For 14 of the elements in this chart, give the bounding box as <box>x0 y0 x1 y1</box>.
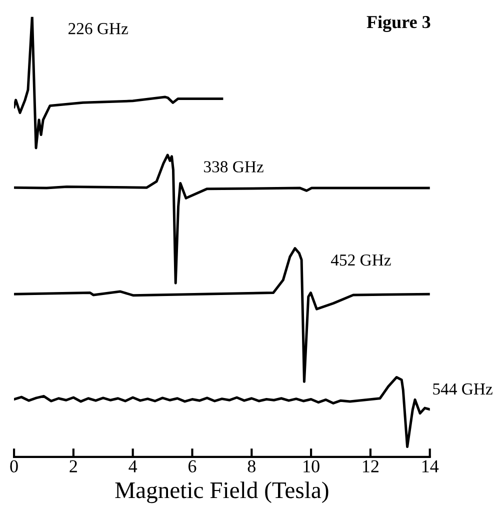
series-label: 338 GHz <box>204 161 264 172</box>
x-tick-label: 2 <box>70 460 77 472</box>
x-tick-label: 0 <box>10 460 18 472</box>
x-tick-label: 12 <box>363 460 378 472</box>
series-label: 452 GHz <box>330 254 391 266</box>
x-axis-title: Magnetic Field (Tesla) <box>115 482 328 504</box>
x-tick-label: 8 <box>248 460 256 472</box>
series-label: 544 GHz <box>433 383 492 395</box>
x-tick-label: 6 <box>188 460 196 472</box>
x-tick-label: 10 <box>304 460 320 472</box>
x-tick-label: 4 <box>128 460 138 472</box>
chart-title: Figure 3 <box>366 15 430 32</box>
x-tick-label: 14 <box>422 460 439 472</box>
text: 226 GHz <box>68 23 128 34</box>
